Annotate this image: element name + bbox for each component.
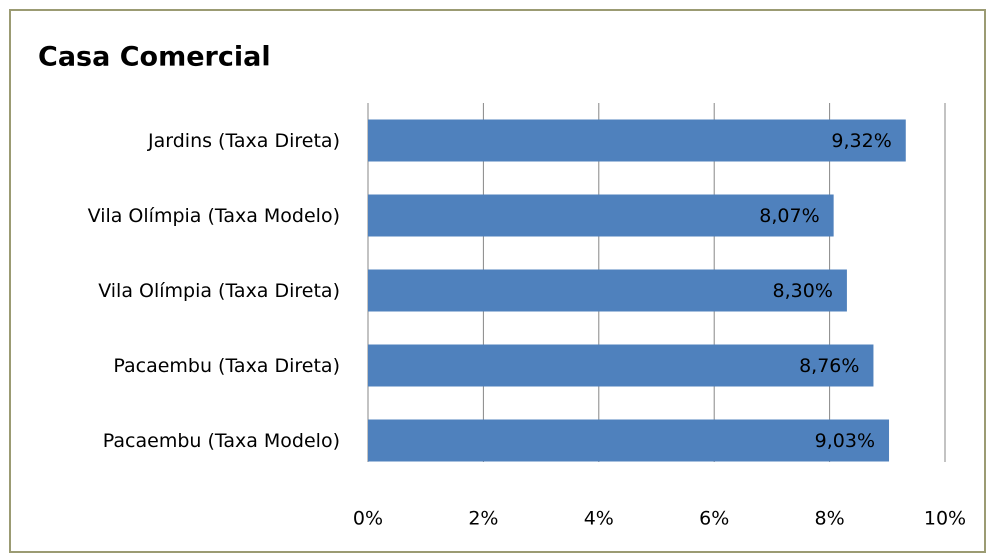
value-label: 8,76%	[799, 355, 859, 377]
bar	[368, 344, 874, 387]
x-tick-label: 10%	[924, 508, 966, 530]
x-tick-label: 2%	[468, 508, 498, 530]
bar	[368, 269, 847, 312]
value-label: 9,03%	[815, 430, 875, 452]
y-tick-label: Vila Olímpia (Taxa Modelo)	[88, 205, 340, 227]
bar	[368, 119, 906, 162]
x-tick-label: 0%	[353, 508, 383, 530]
y-tick-label: Jardins (Taxa Direta)	[147, 130, 340, 152]
x-tick-label: 4%	[584, 508, 614, 530]
value-label: 8,30%	[773, 280, 833, 302]
value-label: 8,07%	[759, 205, 819, 227]
y-tick-label: Pacaembu (Taxa Modelo)	[103, 430, 340, 452]
value-label: 9,32%	[831, 130, 891, 152]
x-tick-label: 6%	[699, 508, 729, 530]
x-tick-label: 8%	[815, 508, 845, 530]
y-tick-label: Pacaembu (Taxa Direta)	[113, 355, 340, 377]
y-tick-label: Vila Olímpia (Taxa Direta)	[98, 280, 340, 302]
bar	[368, 194, 834, 237]
chart-title: Casa Comercial	[38, 42, 271, 73]
bar	[368, 419, 890, 462]
